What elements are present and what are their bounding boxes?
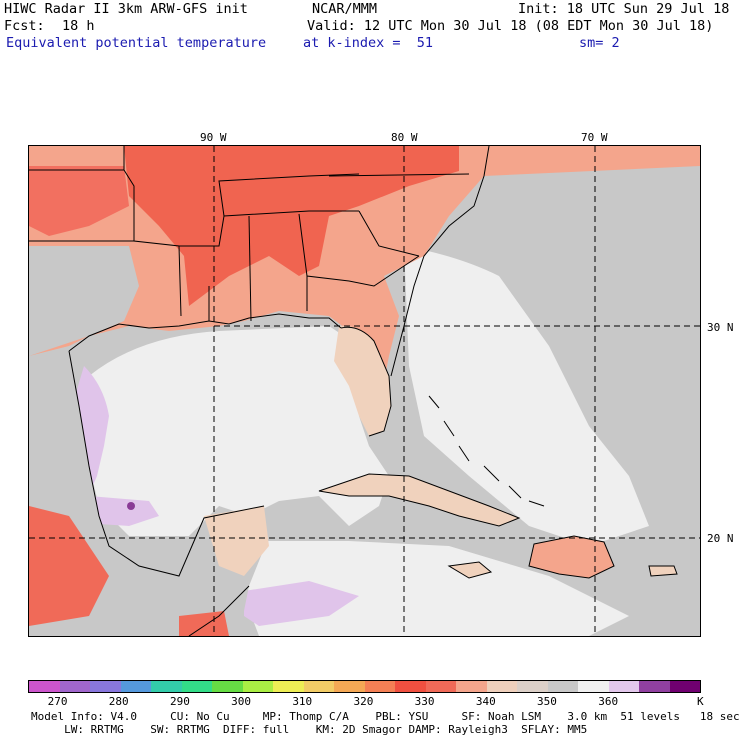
smoothing-label: sm= 2 bbox=[579, 35, 620, 51]
colorbar-tick-label: 280 bbox=[108, 695, 129, 708]
puerto-rico-island bbox=[648, 565, 678, 577]
colorbar-tick-label: 340 bbox=[475, 695, 496, 708]
colorbar-swatch bbox=[639, 681, 670, 692]
colorbar bbox=[28, 680, 701, 693]
lon-label-90w: 90 W bbox=[200, 131, 227, 144]
cuba-island bbox=[318, 473, 521, 527]
texas-gray-region bbox=[29, 246, 139, 356]
field-name: Equivalent potential temperature bbox=[6, 35, 267, 51]
colorbar-swatch bbox=[151, 681, 182, 692]
colorbar-swatch bbox=[456, 681, 487, 692]
colorbar-tick-label: 270 bbox=[47, 695, 68, 708]
forecast-hour: 18 h bbox=[62, 18, 95, 34]
colorbar-swatch bbox=[181, 681, 212, 692]
lat-label-30n: 30 N bbox=[707, 321, 734, 334]
colorbar-tick-label: 360 bbox=[598, 695, 619, 708]
colorbar-tick-label: 290 bbox=[169, 695, 190, 708]
org-label: NCAR/MMM bbox=[312, 1, 378, 17]
colorbar-swatch bbox=[425, 681, 456, 692]
colorbar-swatch bbox=[395, 681, 426, 692]
purple-spot-2 bbox=[127, 502, 135, 510]
colorbar-tick-label: 330 bbox=[414, 695, 435, 708]
southeast-us-hot-region bbox=[124, 146, 459, 306]
colorbar-tick-label: 350 bbox=[537, 695, 557, 708]
model-title: HIWC Radar II 3km ARW-GFS init bbox=[4, 1, 248, 17]
colorbar-tick-label: 310 bbox=[292, 695, 313, 708]
colorbar-swatch bbox=[547, 681, 578, 692]
colorbar-swatch bbox=[608, 681, 639, 692]
colorbar-swatch bbox=[29, 681, 60, 692]
hispaniola-island bbox=[528, 535, 615, 579]
colorbar-swatch bbox=[578, 681, 609, 692]
plains-hot-region bbox=[29, 166, 129, 236]
colorbar-unit: K bbox=[697, 695, 704, 708]
map-svg bbox=[29, 146, 700, 636]
purple-region-bay bbox=[89, 496, 159, 526]
colorbar-tick-label: 300 bbox=[231, 695, 251, 708]
colorbar-swatch bbox=[212, 681, 243, 692]
colorbar-swatch bbox=[517, 681, 548, 692]
lat-label-20n: 20 N bbox=[707, 532, 734, 545]
jamaica-island bbox=[447, 561, 493, 579]
bahamas-islands bbox=[428, 395, 545, 507]
florida-land bbox=[334, 325, 391, 436]
init-time: Init: 18 UTC Sun 29 Jul 18 bbox=[518, 1, 730, 17]
colorbar-swatch bbox=[242, 681, 273, 692]
coastlines bbox=[68, 146, 490, 636]
colorbar-swatch bbox=[486, 681, 517, 692]
colorbar-swatch bbox=[669, 681, 700, 692]
state-boundaries bbox=[29, 146, 470, 322]
model-info-line1: Model Info: V4.0 CU: No Cu MP: Thomp C/A… bbox=[31, 710, 740, 723]
lon-label-70w: 70 W bbox=[581, 131, 608, 144]
model-info-line2: LW: RRTMG SW: RRTMG DIFF: full KM: 2D Sm… bbox=[31, 723, 588, 736]
purple-region-caribbean bbox=[244, 581, 359, 626]
colorbar-swatch bbox=[334, 681, 365, 692]
caribbean-white-region bbox=[244, 541, 629, 636]
map-panel bbox=[28, 145, 701, 637]
valid-time: Valid: 12 UTC Mon 30 Jul 18 (08 EDT Mon … bbox=[307, 18, 714, 34]
atlantic-white-region bbox=[404, 246, 649, 546]
colorbar-swatch bbox=[273, 681, 304, 692]
gulf-of-mexico-region bbox=[84, 326, 389, 536]
level-label: at k-index = 51 bbox=[303, 35, 434, 51]
yucatan-region bbox=[204, 506, 269, 576]
colorbar-swatch bbox=[303, 681, 334, 692]
colorbar-swatch bbox=[364, 681, 395, 692]
colorbar-swatch bbox=[59, 681, 90, 692]
lat-lon-grid bbox=[29, 146, 700, 636]
mexico-hot-region bbox=[29, 506, 109, 626]
colorbar-swatch bbox=[90, 681, 121, 692]
colorbar-swatch bbox=[120, 681, 151, 692]
lon-label-80w: 80 W bbox=[391, 131, 418, 144]
colorbar-tick-label: 320 bbox=[353, 695, 374, 708]
forecast-label: Fcst: bbox=[4, 18, 45, 34]
